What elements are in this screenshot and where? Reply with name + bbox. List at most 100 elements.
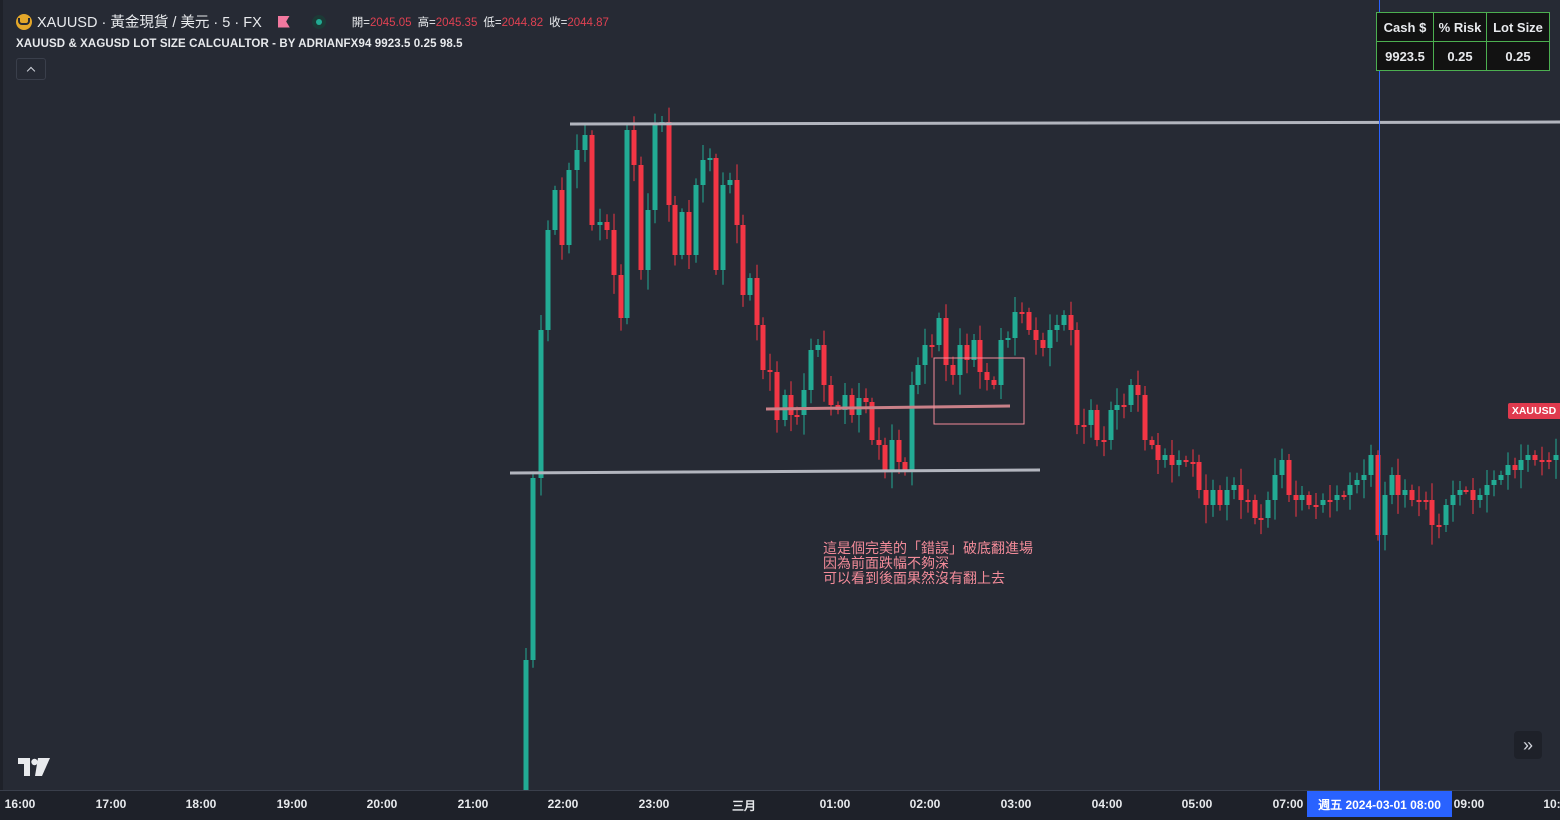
table-cell-risk: 0.25 bbox=[1433, 41, 1487, 71]
candle-body bbox=[915, 365, 921, 385]
chart-annotation[interactable]: 這是個完美的「錯誤」破底翻進場 因為前面跌幅不夠深 可以看到後面果然沒有翻上去 bbox=[823, 540, 1033, 586]
candle-body bbox=[1518, 460, 1524, 470]
candle-body bbox=[1094, 410, 1100, 440]
candle-body bbox=[909, 385, 915, 470]
candle-body bbox=[679, 212, 685, 255]
highlight-box bbox=[933, 357, 1025, 425]
candle-body bbox=[808, 350, 814, 390]
chart-area[interactable] bbox=[0, 0, 1560, 790]
symbol-title[interactable]: XAUUSD · 黃金現貨 / 美元 · 5 · FX bbox=[37, 15, 262, 31]
candle-body bbox=[957, 345, 963, 375]
candle-body bbox=[645, 210, 651, 270]
candle-body bbox=[788, 395, 794, 415]
candle-body bbox=[1443, 505, 1449, 525]
candle-body bbox=[1347, 485, 1353, 495]
scroll-to-realtime-icon[interactable]: » bbox=[1514, 731, 1542, 759]
candle-body bbox=[1155, 445, 1161, 460]
candle-body bbox=[767, 370, 773, 372]
candle-body bbox=[1258, 518, 1264, 520]
time-tick: 16:00 bbox=[4, 797, 36, 811]
candle-body bbox=[1265, 500, 1271, 518]
candle-body bbox=[1470, 490, 1476, 500]
flag-icon[interactable] bbox=[277, 15, 290, 28]
chevron-up-icon[interactable] bbox=[16, 58, 46, 80]
candle-body bbox=[1402, 490, 1408, 495]
candle-body bbox=[589, 135, 595, 225]
candle-body bbox=[1068, 315, 1074, 330]
ohlc-label: 高= bbox=[417, 16, 436, 29]
candle-body bbox=[523, 660, 529, 790]
table-cell-cash: 9923.5 bbox=[1376, 41, 1434, 71]
candle-body bbox=[1196, 462, 1202, 490]
candle-body bbox=[1539, 460, 1545, 462]
candle-body bbox=[1224, 490, 1230, 505]
candle-body bbox=[740, 225, 746, 295]
candle-body bbox=[597, 222, 603, 225]
table-header-cash: Cash $ bbox=[1376, 12, 1434, 42]
candle-body bbox=[1033, 330, 1039, 340]
candlestick-chart[interactable] bbox=[0, 0, 1560, 790]
candle-body bbox=[876, 440, 882, 445]
candle-body bbox=[1491, 480, 1497, 485]
time-tick: 20:00 bbox=[366, 797, 398, 811]
candle-body bbox=[1546, 460, 1552, 462]
indicator-legend[interactable]: XAUUSD & XAGUSD LOT SIZE CALCUALTOR - BY… bbox=[16, 38, 463, 50]
candle-body bbox=[977, 340, 983, 372]
candle-body bbox=[1272, 475, 1278, 500]
candle-body bbox=[574, 150, 580, 170]
candle-body bbox=[1054, 325, 1060, 330]
candle-body bbox=[1019, 312, 1025, 314]
symbol-legend[interactable]: XAUUSD · 黃金現貨 / 美元 · 5 · FX 開=2045.05 高=… bbox=[16, 11, 609, 32]
time-tick: 三月 bbox=[731, 799, 757, 813]
candle-body bbox=[1436, 525, 1442, 527]
ohlc-value: 2044.82 bbox=[501, 16, 544, 29]
candle-body bbox=[1190, 462, 1196, 464]
candle-body bbox=[1532, 455, 1538, 460]
candle-body bbox=[902, 462, 908, 470]
candle-body bbox=[1505, 465, 1511, 475]
tradingview-logo-icon[interactable] bbox=[18, 758, 50, 776]
time-tick: 02:00 bbox=[909, 797, 941, 811]
candle-body bbox=[530, 478, 536, 660]
ohlc-value: 2045.35 bbox=[435, 16, 478, 29]
candle-body bbox=[964, 345, 970, 360]
candle-body bbox=[638, 165, 644, 270]
candle-body bbox=[1313, 505, 1319, 507]
candle-body bbox=[672, 205, 678, 255]
candle-body bbox=[604, 222, 610, 230]
candle-body bbox=[950, 365, 956, 375]
candle-body bbox=[1477, 495, 1483, 500]
candle-body bbox=[1245, 500, 1251, 502]
candle-body bbox=[1279, 460, 1285, 475]
candle-body bbox=[1114, 405, 1120, 410]
candle-body bbox=[922, 345, 928, 365]
time-tick: 21:00 bbox=[457, 797, 489, 811]
time-tick: 22:00 bbox=[547, 797, 579, 811]
candle-body bbox=[1142, 395, 1148, 440]
ohlc-label: 收= bbox=[549, 16, 568, 29]
coin-icon bbox=[16, 13, 32, 30]
candle-body bbox=[1457, 490, 1463, 495]
candle-body bbox=[1128, 385, 1134, 405]
candle-body bbox=[1081, 425, 1087, 427]
time-axis[interactable]: 16:00 17:00 18:00 19:00 20:00 21:00 22:0… bbox=[0, 790, 1560, 820]
candle-body bbox=[1203, 490, 1209, 505]
ohlc-value: 2045.05 bbox=[369, 16, 412, 29]
time-tick: 23:00 bbox=[638, 797, 670, 811]
candle-body bbox=[801, 390, 807, 415]
time-tick: 04:00 bbox=[1091, 797, 1123, 811]
candle-body bbox=[1121, 405, 1127, 407]
candle-body bbox=[631, 130, 637, 165]
candle-body bbox=[1334, 495, 1340, 500]
candle-body bbox=[1341, 495, 1347, 497]
candle-body bbox=[720, 185, 726, 270]
candle-body bbox=[943, 318, 949, 365]
candle-body bbox=[794, 415, 800, 417]
time-tick: 09:00 bbox=[1453, 797, 1485, 811]
candle-body bbox=[1012, 312, 1018, 338]
candle-body bbox=[707, 158, 713, 160]
candle-body bbox=[1306, 495, 1312, 505]
market-status-icon[interactable] bbox=[311, 14, 326, 29]
candle-body bbox=[747, 278, 753, 295]
time-tick: 07:00 bbox=[1272, 797, 1304, 811]
